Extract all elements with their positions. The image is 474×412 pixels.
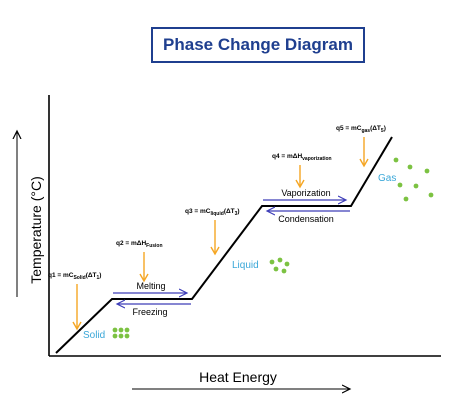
vaporization-label: Vaporization [281, 188, 330, 198]
q4-equation: q4 = mΔHvaporization [272, 153, 332, 162]
freezing-label: Freezing [132, 307, 167, 317]
liquid-label: Liquid [232, 260, 259, 271]
q4-heat-arrowhead [295, 179, 305, 189]
y-axis-label: Temperature (°C) [28, 176, 44, 284]
q5-equation: q5 = mCgas(ΔT5) [336, 125, 386, 134]
q2-heat-arrowhead [139, 273, 149, 283]
axes [48, 95, 441, 357]
q1-heat-arrowhead [72, 321, 82, 331]
q3-heat-arrowhead [210, 246, 220, 256]
gas-particles [393, 157, 434, 202]
condensation-label: Condensation [278, 214, 334, 224]
gas-label: Gas [378, 173, 396, 184]
solid-label: Solid [83, 330, 105, 341]
heating-curve [55, 136, 393, 354]
page-title: Phase Change Diagram [151, 27, 365, 63]
liquid-particles [269, 257, 290, 274]
q5-heat-arrowhead [359, 158, 369, 168]
q3-equation: q3 = mCliquid(ΔT3) [185, 208, 240, 217]
q2-equation: q2 = mΔHFusion [116, 240, 163, 249]
q1-equation: q1 = mCSolid(ΔT1) [48, 272, 101, 281]
x-axis-label: Heat Energy [199, 369, 277, 385]
melting-label: Melting [136, 281, 165, 291]
solid-particles [112, 327, 130, 339]
